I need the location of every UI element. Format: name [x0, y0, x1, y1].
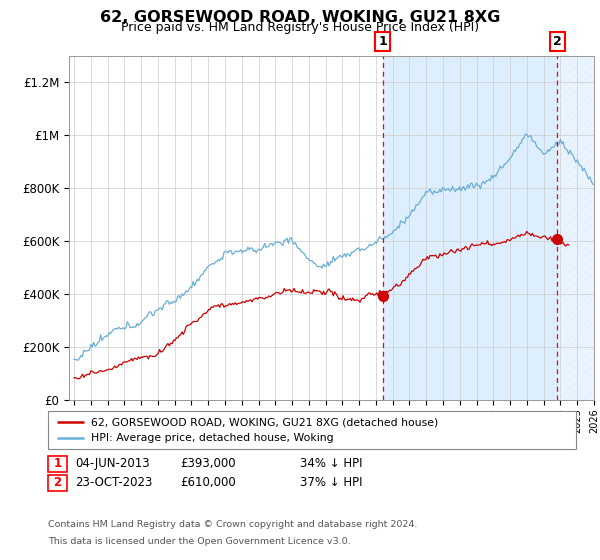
Text: 2: 2	[53, 476, 62, 489]
Text: £610,000: £610,000	[180, 476, 236, 489]
Text: Contains HM Land Registry data © Crown copyright and database right 2024.: Contains HM Land Registry data © Crown c…	[48, 520, 418, 529]
Text: This data is licensed under the Open Government Licence v3.0.: This data is licensed under the Open Gov…	[48, 537, 350, 546]
Text: 1: 1	[53, 457, 62, 470]
Text: 23-OCT-2023: 23-OCT-2023	[75, 476, 152, 489]
Text: 37% ↓ HPI: 37% ↓ HPI	[300, 476, 362, 489]
Text: 04-JUN-2013: 04-JUN-2013	[75, 457, 149, 470]
Text: 62, GORSEWOOD ROAD, WOKING, GU21 8XG: 62, GORSEWOOD ROAD, WOKING, GU21 8XG	[100, 10, 500, 25]
Text: 62, GORSEWOOD ROAD, WOKING, GU21 8XG (detached house): 62, GORSEWOOD ROAD, WOKING, GU21 8XG (de…	[91, 417, 439, 427]
Text: 2: 2	[553, 35, 562, 48]
Bar	[557, 56, 600, 400]
Text: HPI: Average price, detached house, Woking: HPI: Average price, detached house, Woki…	[91, 433, 334, 444]
Text: £393,000: £393,000	[180, 457, 236, 470]
Text: Price paid vs. HM Land Registry's House Price Index (HPI): Price paid vs. HM Land Registry's House …	[121, 21, 479, 34]
Text: 1: 1	[379, 35, 388, 48]
Bar	[383, 56, 557, 400]
Text: 34% ↓ HPI: 34% ↓ HPI	[300, 457, 362, 470]
